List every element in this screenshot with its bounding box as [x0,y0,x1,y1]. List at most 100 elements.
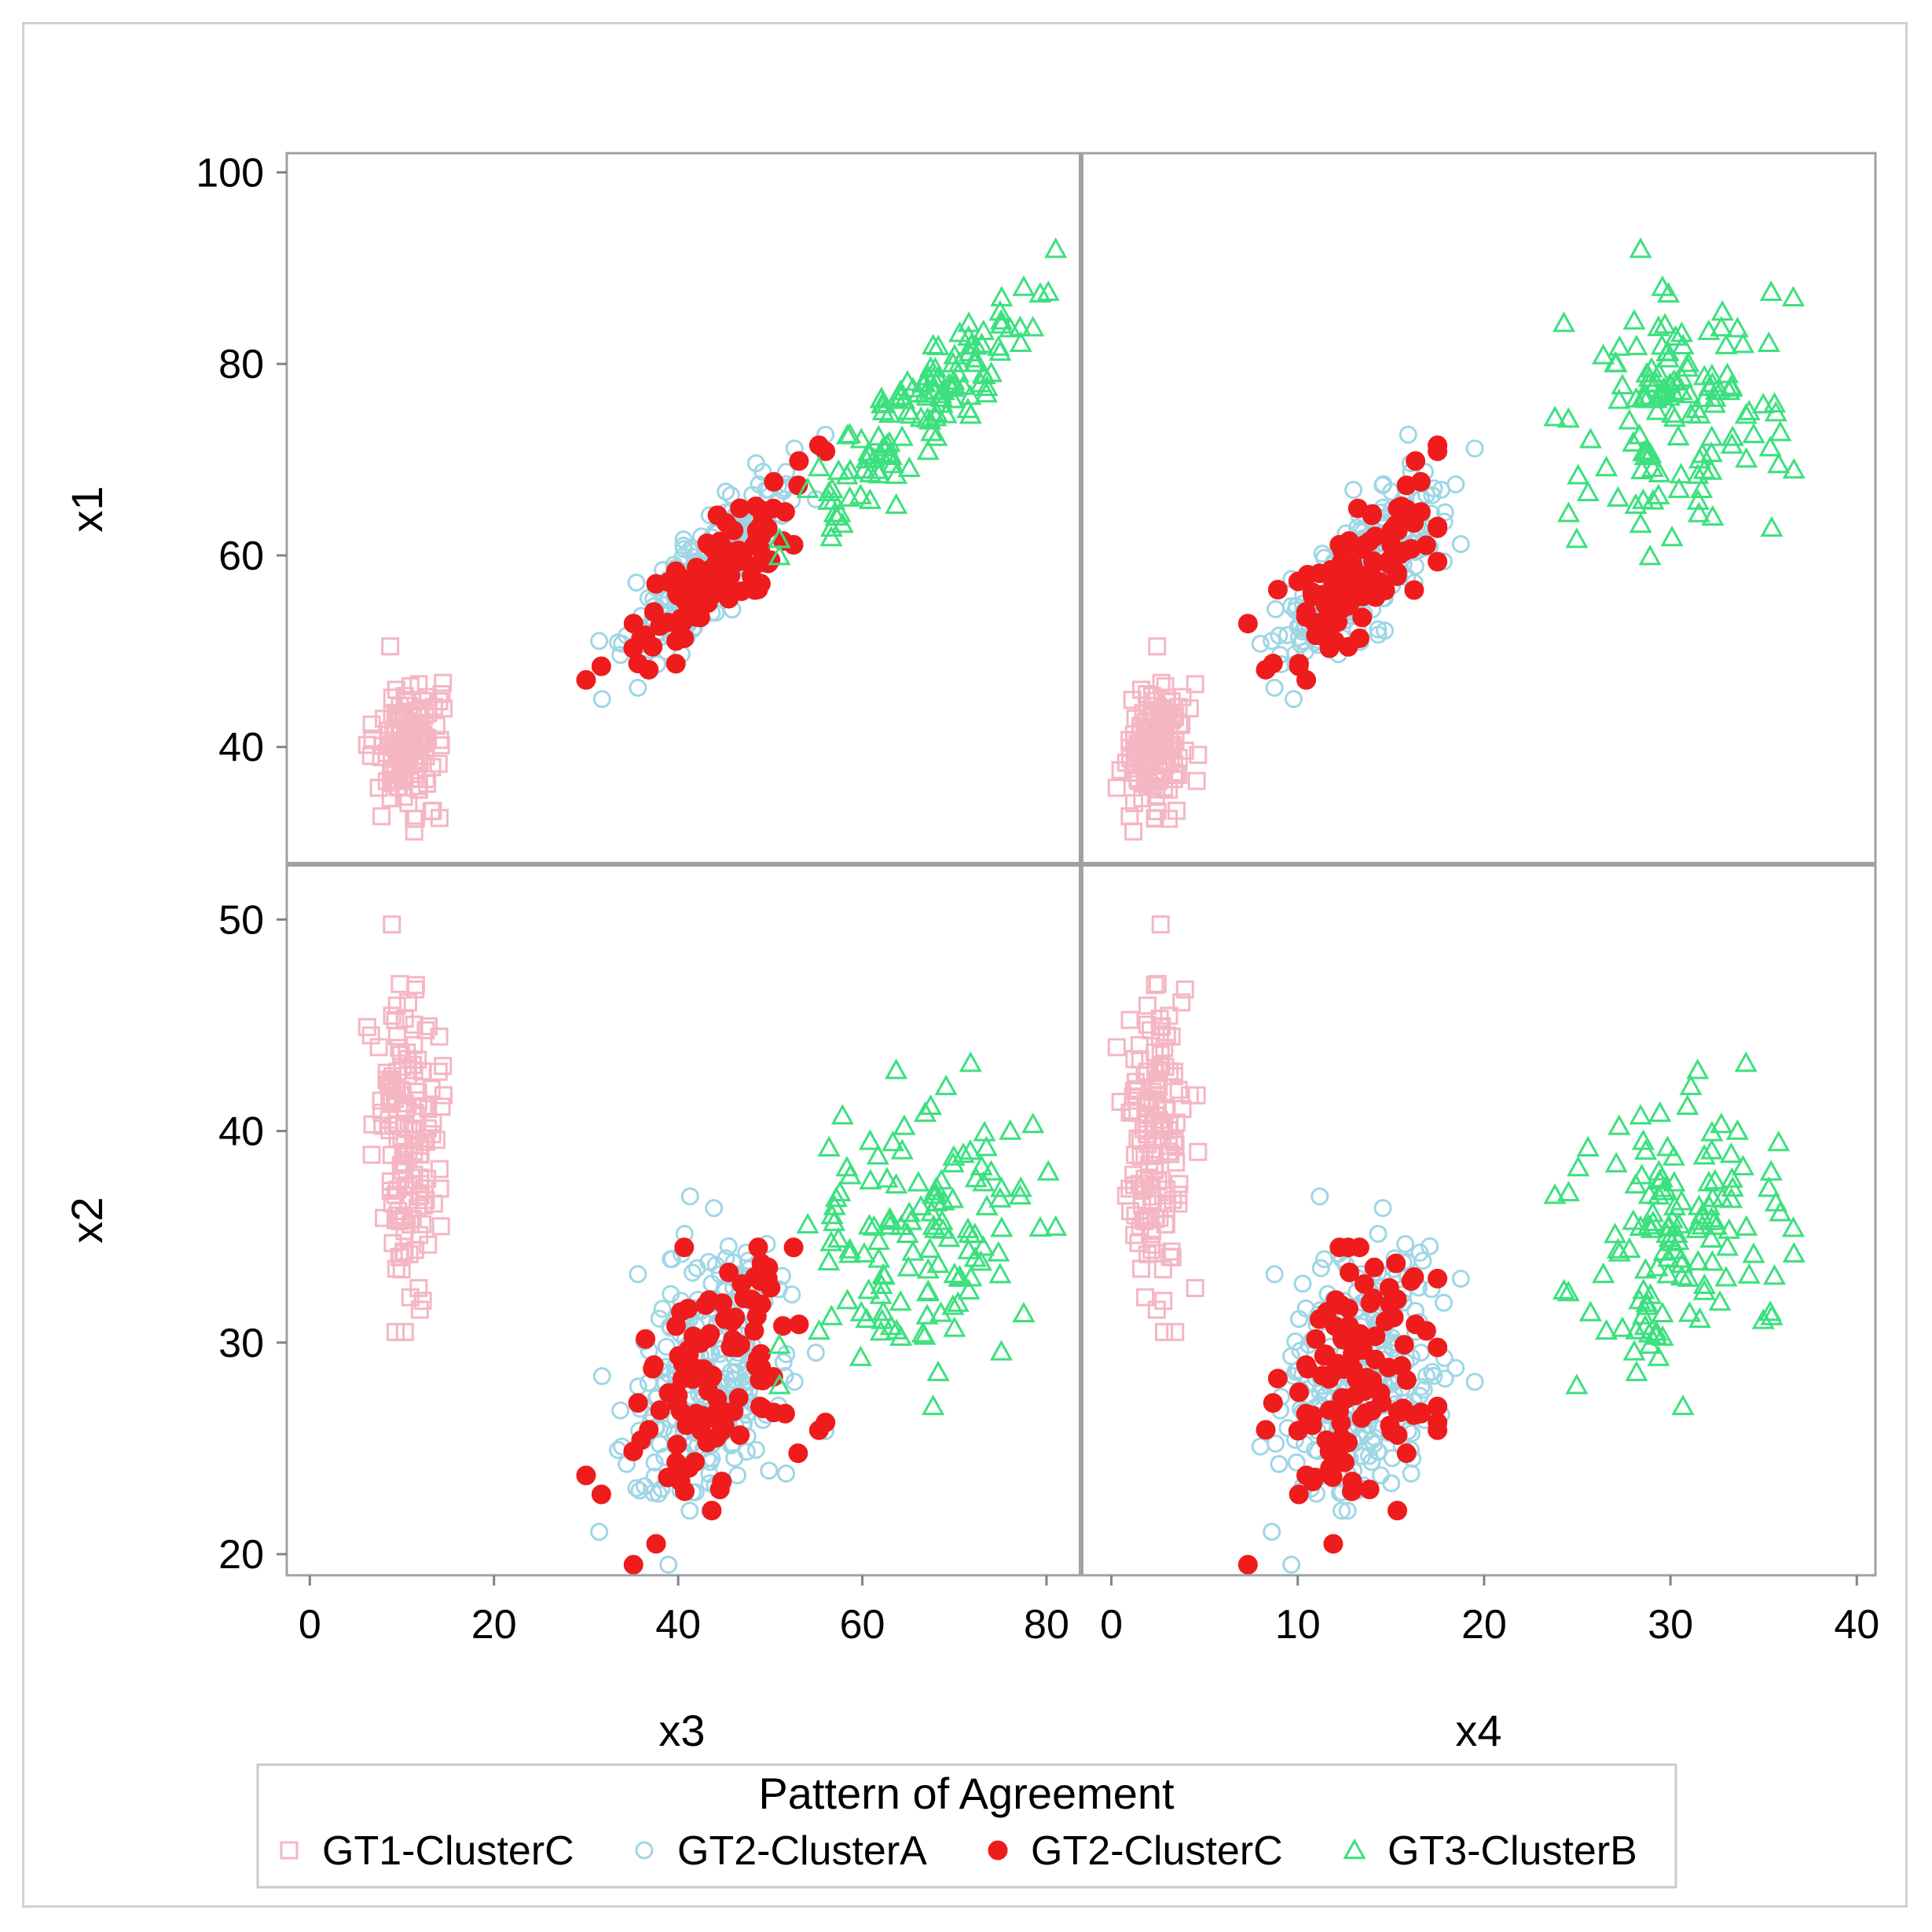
data-point [990,1216,1014,1237]
data-point [1686,1249,1710,1270]
data-point [959,1138,982,1160]
data-point [405,1103,424,1122]
data-point [789,1314,809,1335]
data-point [1329,1401,1349,1421]
data-point [701,1369,721,1389]
data-point [686,607,706,627]
data-point [1366,1349,1386,1369]
data-point [731,541,751,562]
data-point [1594,1318,1619,1340]
data-point [1735,447,1758,468]
data-point [1394,541,1414,562]
data-point [916,439,940,460]
data-point [820,1203,844,1225]
data-point [849,427,873,449]
data-point [1428,1337,1448,1358]
data-point [897,1201,921,1223]
data-point [730,498,750,519]
data-point [1412,1344,1431,1362]
data-point [591,1484,611,1505]
data-point [838,1242,862,1263]
data-point [1156,676,1175,695]
data-point [959,384,982,405]
data-point [1338,1501,1357,1520]
data-point [1651,384,1674,405]
data-point [1406,1314,1426,1335]
data-point [1759,1160,1783,1181]
data-point [430,1027,449,1046]
data-point [1187,772,1206,790]
data-point [395,1153,414,1172]
data-point [667,1435,687,1455]
data-point [1631,1129,1655,1150]
data-point [674,537,693,555]
data-point [1630,1164,1654,1185]
data-point [1342,1481,1362,1501]
data-point [889,384,913,405]
data-point [1160,809,1179,828]
data-point [838,486,862,507]
data-point [1388,1425,1408,1446]
data-point [1263,1523,1281,1542]
data-point [623,1555,643,1575]
data-point [1606,1237,1630,1259]
data-point [1369,1224,1388,1243]
data-point [946,1291,970,1312]
data-point [1352,607,1373,628]
data-point [1406,451,1426,471]
data-point [1647,315,1670,336]
data-point [1189,1142,1208,1161]
data-point [896,1256,920,1277]
data-point [431,1179,449,1198]
data-point [768,544,791,566]
data-point [1688,403,1711,424]
data-point [1151,1017,1170,1036]
data-point [1289,1382,1309,1402]
data-point [699,1252,718,1271]
data-point [1629,237,1652,258]
data-point [1044,237,1068,258]
data-point [915,385,939,406]
data-point [1151,915,1170,934]
data-point [674,1237,695,1258]
x1-tick-label: 40 [218,725,264,771]
data-point [926,1252,950,1274]
data-point [889,1325,913,1346]
data-point [658,1467,678,1487]
data-point [911,372,934,393]
data-point [1637,1214,1661,1235]
data-point [1651,1179,1675,1201]
data-point [1036,280,1060,302]
data-point [1340,1262,1360,1282]
data-point [394,787,413,806]
data-point [1163,1248,1182,1267]
data-point [871,1300,895,1322]
data-point [388,1130,407,1149]
data-point [774,1353,793,1372]
data-point [731,1335,751,1355]
data-point [1267,1434,1285,1453]
data-point [1131,680,1150,699]
data-point [1735,1215,1758,1236]
data-point [1715,1235,1740,1256]
data-point [399,1176,418,1195]
data-point [1762,1264,1787,1285]
data-point [1710,316,1733,337]
data-point [1760,1304,1784,1325]
data-point [679,1457,699,1478]
data-point [1757,1176,1780,1197]
data-point [680,1187,699,1206]
data-point [768,1373,791,1395]
data-point [719,1237,738,1256]
data-point [1428,1268,1448,1289]
data-point [387,1259,405,1278]
data-point [1146,808,1164,827]
data-point [657,1337,676,1356]
data-point [1329,567,1349,588]
data-point [885,1172,908,1194]
data-point [746,1440,765,1459]
data-point [590,632,609,651]
data-point [747,1349,768,1369]
data-point [1120,1010,1139,1029]
data-point [1153,1260,1172,1279]
